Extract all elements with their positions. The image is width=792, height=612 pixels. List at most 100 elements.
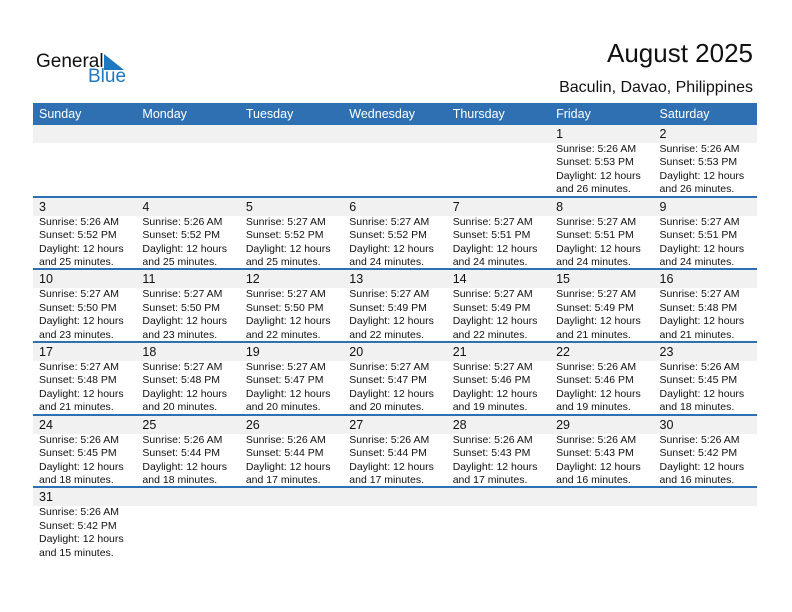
empty-cell bbox=[447, 488, 550, 561]
day-cell: 1 Sunrise: 5:26 AM Sunset: 5:53 PM Daylight… bbox=[550, 125, 653, 196]
daylight-text: Daylight: 12 hours bbox=[349, 387, 434, 400]
daylight-minutes-text: and 25 minutes. bbox=[245, 255, 321, 268]
week-row: 10 Sunrise: 5:27 AM Sunset: 5:50 PM Dayligh… bbox=[33, 270, 757, 344]
day-number: 5 bbox=[245, 199, 253, 214]
sunrise-text: Sunrise: 5:26 AM bbox=[556, 361, 637, 374]
daylight-text: Daylight: 12 hours bbox=[39, 242, 124, 255]
sunrise-text: Sunrise: 5:26 AM bbox=[39, 433, 119, 446]
sunset-text: Sunset: 5:49 PM bbox=[349, 301, 427, 314]
sunset-text: Sunset: 5:42 PM bbox=[659, 447, 738, 460]
sunrise-text: Sunrise: 5:27 AM bbox=[245, 288, 326, 301]
day-number: 17 bbox=[39, 345, 53, 360]
day-cell: 9 Sunrise: 5:27 AM Sunset: 5:51 PM Daylight… bbox=[654, 198, 757, 269]
daylight-minutes-text: and 23 minutes. bbox=[142, 328, 218, 341]
sunset-text: Sunset: 5:51 PM bbox=[659, 229, 738, 242]
sunset-text: Sunset: 5:44 PM bbox=[349, 447, 427, 460]
daylight-text: Daylight: 12 hours bbox=[452, 460, 538, 473]
day-cell: 25 Sunrise: 5:26 AM Sunset: 5:44 PM Dayligh… bbox=[136, 416, 239, 487]
daylight-minutes-text: and 17 minutes. bbox=[349, 473, 424, 486]
sunset-text: Sunset: 5:50 PM bbox=[39, 301, 117, 314]
day-number: 29 bbox=[556, 417, 571, 432]
sunset-text: Sunset: 5:44 PM bbox=[142, 447, 221, 460]
sunrise-text: Sunrise: 5:26 AM bbox=[452, 433, 533, 446]
day-cell: 4 Sunrise: 5:26 AM Sunset: 5:52 PM Daylight… bbox=[136, 198, 239, 269]
day-cell: 11 Sunrise: 5:27 AM Sunset: 5:50 PM Dayligh… bbox=[136, 270, 239, 341]
sunset-text: Sunset: 5:51 PM bbox=[556, 229, 634, 242]
day-number: 18 bbox=[142, 345, 157, 360]
day-number: 21 bbox=[452, 345, 467, 360]
day-cell: 31 Sunrise: 5:26 AM Sunset: 5:42 PM Dayligh… bbox=[33, 488, 136, 561]
sunrise-text: Sunrise: 5:27 AM bbox=[245, 215, 326, 228]
daylight-text: Daylight: 12 hours bbox=[452, 387, 538, 400]
daylight-minutes-text: and 18 minutes. bbox=[39, 473, 114, 486]
empty-cell bbox=[343, 125, 446, 196]
sunset-text: Sunset: 5:48 PM bbox=[659, 301, 738, 314]
daylight-minutes-text: and 21 minutes. bbox=[556, 328, 631, 341]
daylight-minutes-text: and 20 minutes. bbox=[245, 401, 321, 414]
daylight-minutes-text: and 15 minutes. bbox=[39, 546, 114, 559]
daylight-minutes-text: and 19 minutes. bbox=[452, 401, 528, 414]
logo-triangle-icon bbox=[104, 54, 124, 70]
sunset-text: Sunset: 5:44 PM bbox=[245, 447, 324, 460]
empty-cell bbox=[343, 488, 446, 561]
sunrise-text: Sunrise: 5:26 AM bbox=[659, 361, 740, 374]
day-cell: 29 Sunrise: 5:26 AM Sunset: 5:43 PM Dayligh… bbox=[550, 416, 653, 487]
sunrise-text: Sunrise: 5:27 AM bbox=[39, 361, 119, 374]
daylight-text: Daylight: 12 hours bbox=[142, 460, 228, 473]
day-cell: 30 Sunrise: 5:26 AM Sunset: 5:42 PM Dayligh… bbox=[654, 416, 757, 487]
daylight-text: Daylight: 12 hours bbox=[452, 315, 538, 328]
sunrise-text: Sunrise: 5:27 AM bbox=[245, 361, 326, 374]
sunset-text: Sunset: 5:42 PM bbox=[39, 519, 117, 532]
sunset-text: Sunset: 5:52 PM bbox=[142, 229, 221, 242]
week-row: 1 Sunrise: 5:26 AM Sunset: 5:53 PM Daylight… bbox=[33, 125, 757, 198]
sunset-text: Sunset: 5:51 PM bbox=[452, 229, 531, 242]
day-number: 16 bbox=[659, 272, 674, 287]
sunrise-text: Sunrise: 5:26 AM bbox=[659, 143, 740, 155]
daylight-minutes-text: and 24 minutes. bbox=[452, 255, 528, 268]
day-cell: 22 Sunrise: 5:26 AM Sunset: 5:46 PM Dayligh… bbox=[550, 343, 653, 414]
daylight-minutes-text: and 17 minutes. bbox=[245, 473, 321, 486]
daylight-text: Daylight: 12 hours bbox=[349, 315, 434, 328]
sunrise-text: Sunrise: 5:26 AM bbox=[659, 433, 740, 446]
daylight-text: Daylight: 12 hours bbox=[245, 460, 331, 473]
sunrise-text: Sunrise: 5:27 AM bbox=[349, 288, 430, 301]
logo-text-general: General bbox=[36, 51, 104, 72]
location: Baculin, Davao, Philippines bbox=[559, 79, 753, 96]
sunrise-text: Sunrise: 5:27 AM bbox=[452, 288, 533, 301]
daylight-minutes-text: and 21 minutes. bbox=[659, 328, 735, 341]
sunset-text: Sunset: 5:50 PM bbox=[245, 301, 324, 314]
day-cell: 13 Sunrise: 5:27 AM Sunset: 5:49 PM Dayligh… bbox=[343, 270, 446, 341]
weekday-sunday: Sunday bbox=[39, 107, 82, 121]
sunrise-text: Sunrise: 5:26 AM bbox=[39, 215, 119, 228]
day-cell: 20 Sunrise: 5:27 AM Sunset: 5:47 PM Dayligh… bbox=[343, 343, 446, 414]
daylight-text: Daylight: 12 hours bbox=[142, 315, 228, 328]
day-number: 15 bbox=[556, 272, 571, 287]
sunset-text: Sunset: 5:43 PM bbox=[556, 447, 634, 460]
sunrise-text: Sunrise: 5:27 AM bbox=[659, 288, 740, 301]
day-cell: 17 Sunrise: 5:27 AM Sunset: 5:48 PM Dayligh… bbox=[33, 343, 136, 414]
sunrise-text: Sunrise: 5:27 AM bbox=[452, 361, 533, 374]
calendar-grid: Sunday Monday Tuesday Wednesday Thursday Frid… bbox=[33, 103, 757, 561]
daylight-text: Daylight: 12 hours bbox=[659, 242, 745, 255]
empty-cell bbox=[136, 125, 239, 196]
daylight-minutes-text: and 24 minutes. bbox=[349, 255, 424, 268]
daylight-minutes-text: and 20 minutes. bbox=[349, 401, 424, 414]
day-number: 6 bbox=[349, 199, 357, 214]
day-number: 2 bbox=[659, 127, 667, 141]
sunrise-text: Sunrise: 5:26 AM bbox=[39, 506, 119, 519]
daylight-text: Daylight: 12 hours bbox=[349, 460, 434, 473]
empty-cell bbox=[136, 488, 239, 561]
day-number: 19 bbox=[245, 345, 260, 360]
day-cell: 26 Sunrise: 5:26 AM Sunset: 5:44 PM Dayligh… bbox=[240, 416, 343, 487]
daylight-minutes-text: and 22 minutes. bbox=[452, 328, 528, 341]
daylight-text: Daylight: 12 hours bbox=[142, 242, 228, 255]
sunset-text: Sunset: 5:52 PM bbox=[245, 229, 324, 242]
daylight-minutes-text: and 18 minutes. bbox=[142, 473, 218, 486]
empty-cell bbox=[240, 488, 343, 561]
day-cell: 5 Sunrise: 5:27 AM Sunset: 5:52 PM Daylight… bbox=[240, 198, 343, 269]
day-cell: 3 Sunrise: 5:26 AM Sunset: 5:52 PM Daylight… bbox=[33, 198, 136, 269]
weekday-thursday: Thursday bbox=[452, 107, 505, 121]
sunrise-text: Sunrise: 5:27 AM bbox=[659, 215, 740, 228]
day-number: 14 bbox=[452, 272, 467, 287]
weekday-saturday: Saturday bbox=[659, 107, 710, 121]
